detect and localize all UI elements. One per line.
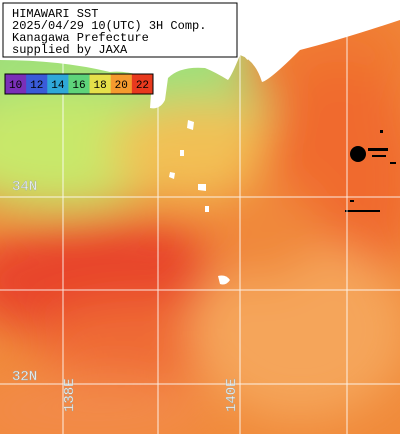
- header: HIMAWARI SST 2025/04/29 10(UTC) 3H Comp.…: [12, 7, 206, 57]
- cloud-mask: [345, 130, 396, 212]
- header-line: 2025/04/29 10(UTC) 3H Comp.: [12, 19, 206, 33]
- lat-label: 32N: [12, 369, 37, 385]
- legend-swatch: [131, 74, 154, 94]
- header-line: HIMAWARI SST: [12, 7, 98, 21]
- legend-label: 14: [51, 80, 65, 92]
- header-line: supplied by JAXA: [12, 43, 128, 57]
- legend-swatch: [110, 74, 133, 94]
- legend-swatch: [89, 74, 112, 94]
- legend-swatch: [5, 74, 27, 94]
- color-legend: 10 12 14 16 18 20 22: [4, 73, 154, 95]
- legend-label: 22: [136, 80, 149, 92]
- legend-frame: [4, 73, 154, 95]
- legend-label: 18: [94, 80, 107, 92]
- lon-label: 138E: [62, 378, 78, 412]
- header-line: Kanagawa Prefecture: [12, 31, 149, 45]
- legend-label: 16: [72, 80, 85, 92]
- legend-label: 10: [9, 80, 22, 92]
- legend-label: 12: [30, 80, 43, 92]
- legend-swatch: [68, 74, 91, 94]
- header-box: [2, 2, 238, 58]
- lat-label: 34N: [12, 179, 37, 195]
- legend-swatch: [47, 74, 69, 94]
- legend-label: 20: [115, 80, 128, 92]
- legend-swatch: [26, 74, 48, 94]
- lon-label: 140E: [224, 378, 240, 412]
